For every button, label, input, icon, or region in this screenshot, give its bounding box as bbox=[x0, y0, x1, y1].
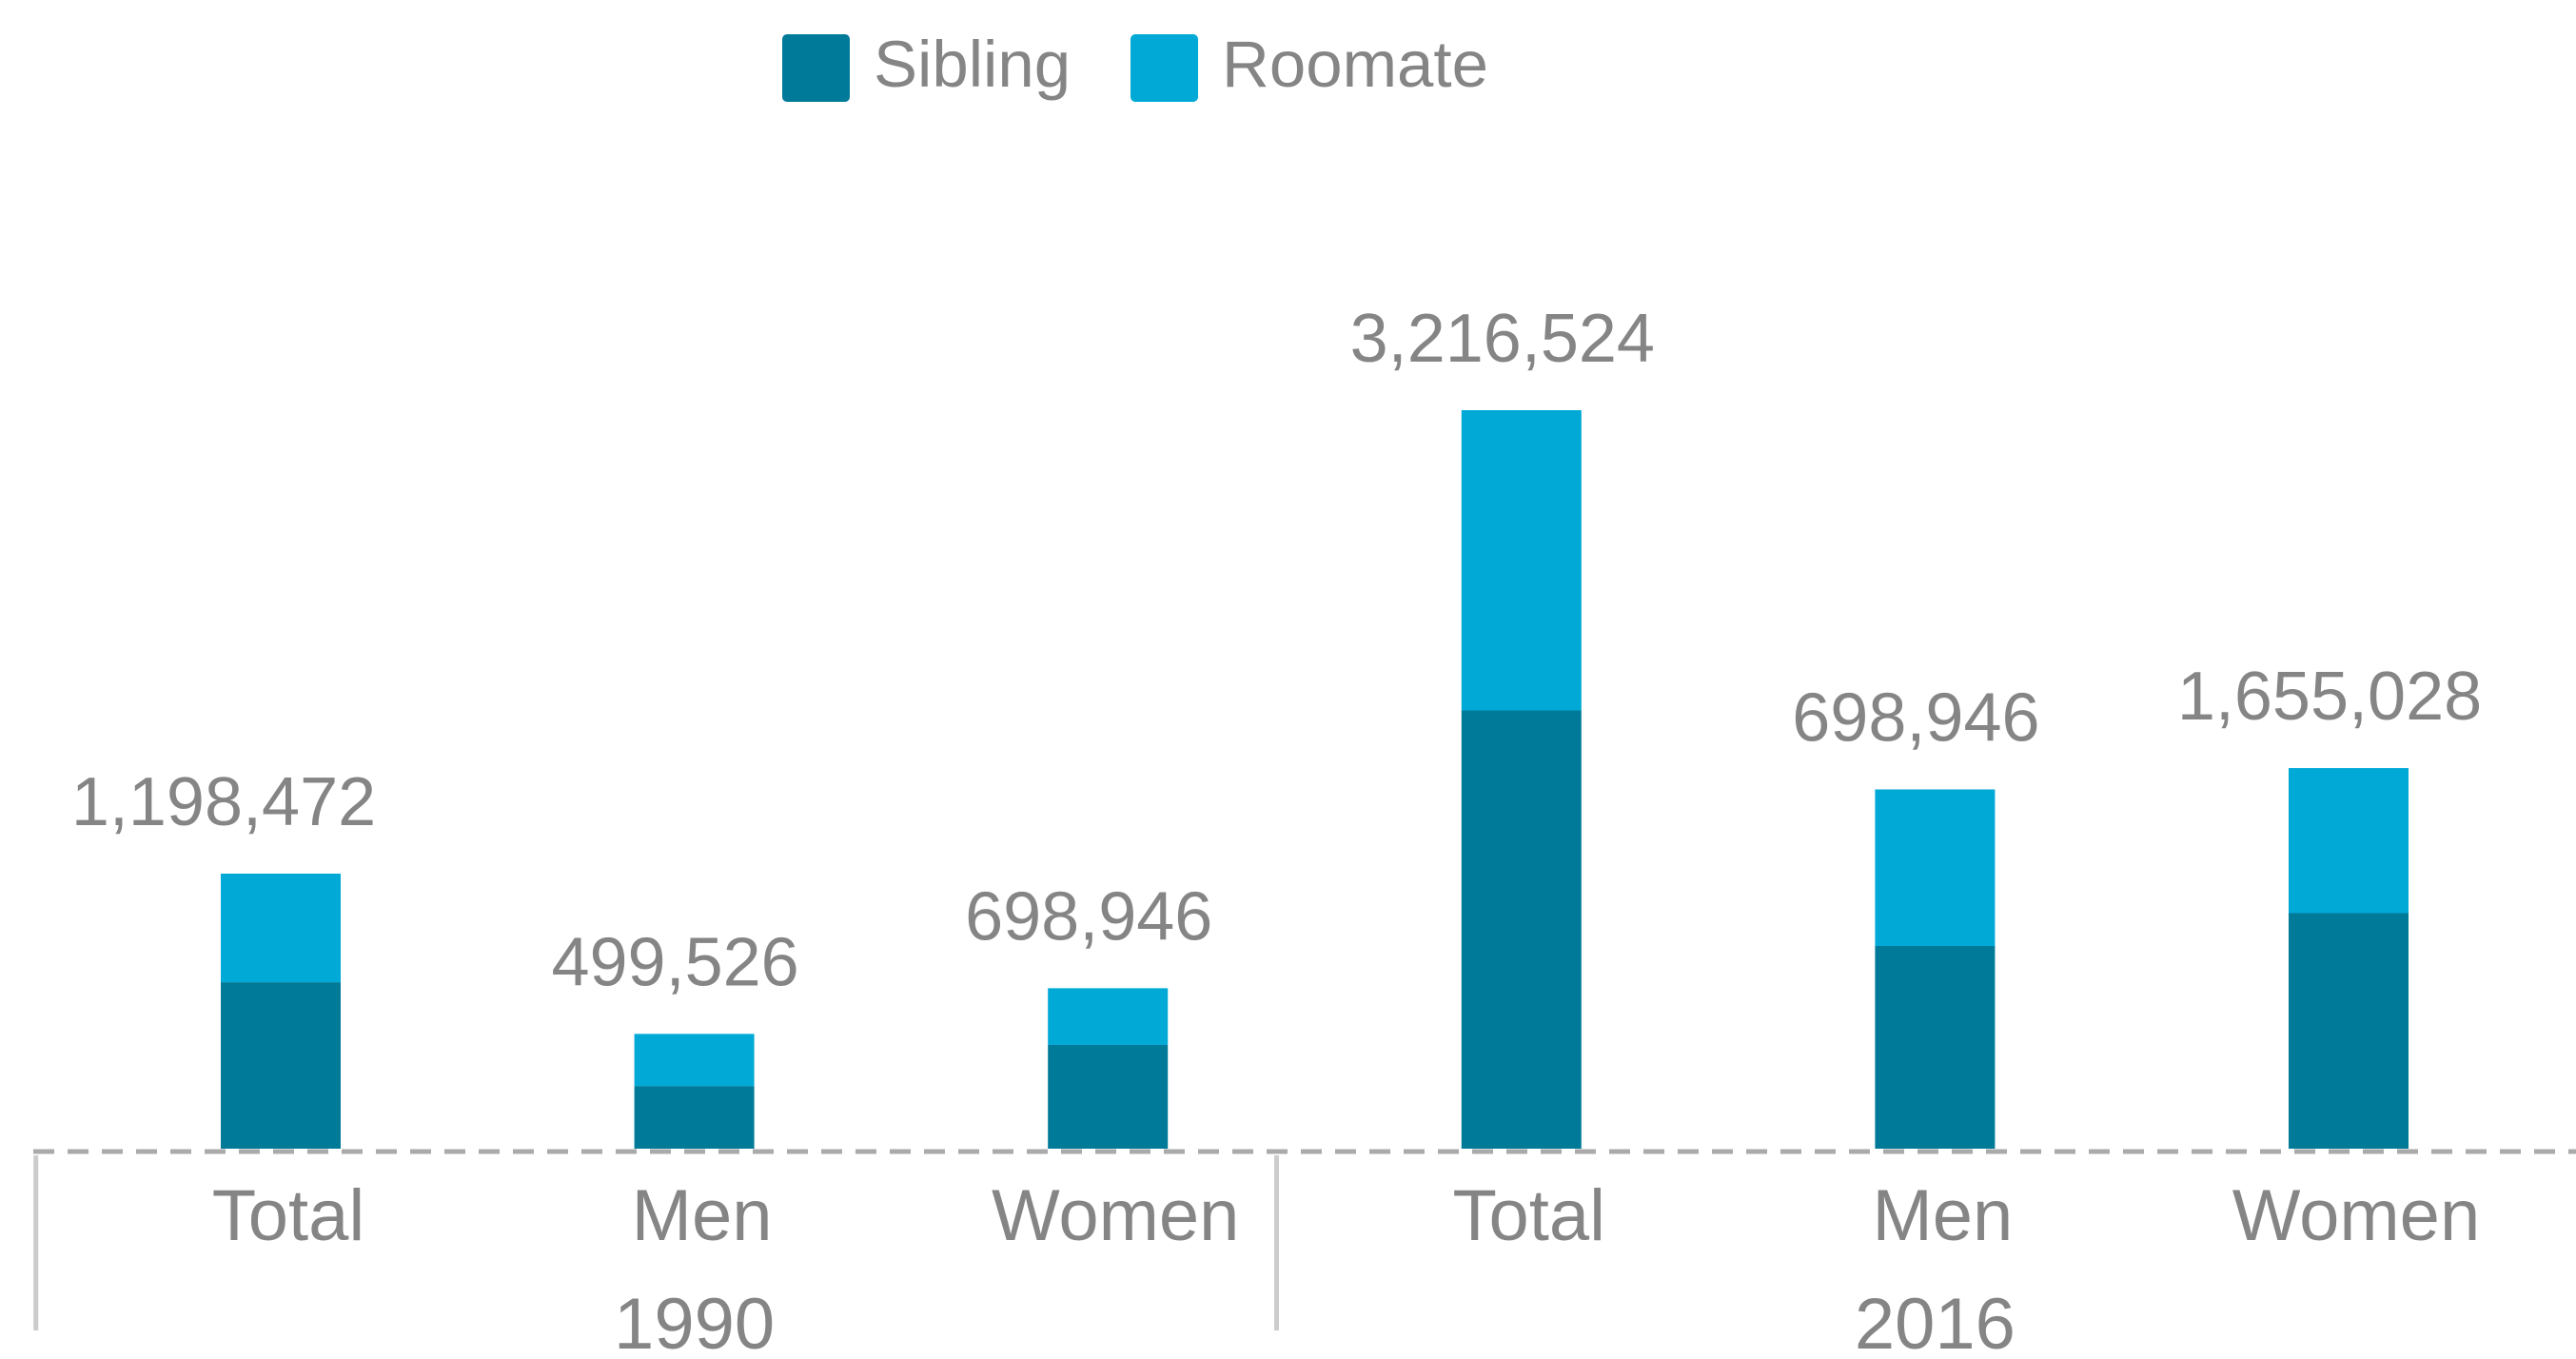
x-tick-label: Men bbox=[1872, 1175, 2013, 1256]
bar-segment bbox=[1875, 789, 1996, 947]
value-label: 698,946 bbox=[1792, 680, 2039, 757]
bar-segment bbox=[1048, 988, 1169, 1045]
bar-segment bbox=[221, 874, 341, 983]
value-label: 1,655,028 bbox=[2177, 659, 2482, 735]
bar-segment bbox=[1048, 1044, 1169, 1149]
legend-label: Sibling bbox=[874, 28, 1071, 101]
group-label: 2016 bbox=[1855, 1284, 2016, 1359]
legend-swatch bbox=[782, 34, 850, 102]
value-label: 499,526 bbox=[551, 924, 798, 1000]
group-label: 1990 bbox=[614, 1284, 775, 1359]
legend-swatch bbox=[1131, 34, 1198, 102]
bar-segment bbox=[2289, 768, 2409, 914]
legend-label: Roomate bbox=[1222, 28, 1488, 101]
bar-segment bbox=[1461, 410, 1582, 711]
bar-segment bbox=[2289, 913, 2409, 1149]
value-label: 1,198,472 bbox=[71, 764, 376, 840]
x-tick-label: Men bbox=[632, 1175, 773, 1256]
x-tick-label: Women bbox=[992, 1175, 1239, 1256]
bar-segment bbox=[634, 1086, 755, 1149]
x-tick-label: Women bbox=[2232, 1175, 2480, 1256]
bar-segment bbox=[1875, 946, 1996, 1149]
x-tick-label: Total bbox=[1453, 1175, 1606, 1256]
bar-segment bbox=[634, 1034, 755, 1087]
bar-segment bbox=[1461, 710, 1582, 1149]
bar-segment bbox=[221, 982, 341, 1149]
value-label: 3,216,524 bbox=[1350, 301, 1655, 377]
value-label: 698,946 bbox=[965, 878, 1212, 955]
x-tick-label: Total bbox=[212, 1175, 365, 1256]
